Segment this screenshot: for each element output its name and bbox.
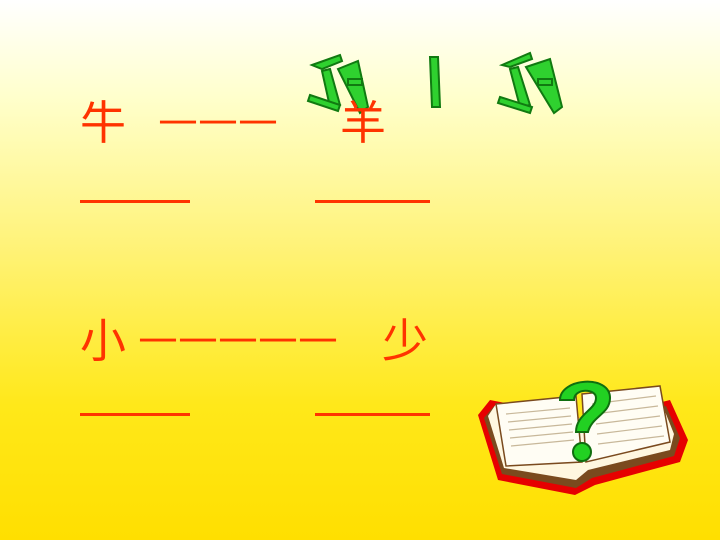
answer-blank bbox=[315, 413, 430, 416]
pair-2-left: 小 bbox=[80, 314, 126, 368]
book-question-icon bbox=[478, 380, 688, 495]
answer-blank bbox=[80, 200, 190, 203]
pair-2-right: 少 bbox=[382, 314, 428, 368]
answer-blank bbox=[80, 413, 190, 416]
title-art bbox=[306, 51, 564, 115]
answer-blank bbox=[315, 200, 430, 203]
pair-1-left: 牛 bbox=[80, 96, 126, 150]
pair-1-right: 羊 bbox=[340, 96, 386, 150]
pair-1-dash: ——— bbox=[158, 97, 278, 143]
pair-2-dash: ————— bbox=[138, 315, 338, 361]
